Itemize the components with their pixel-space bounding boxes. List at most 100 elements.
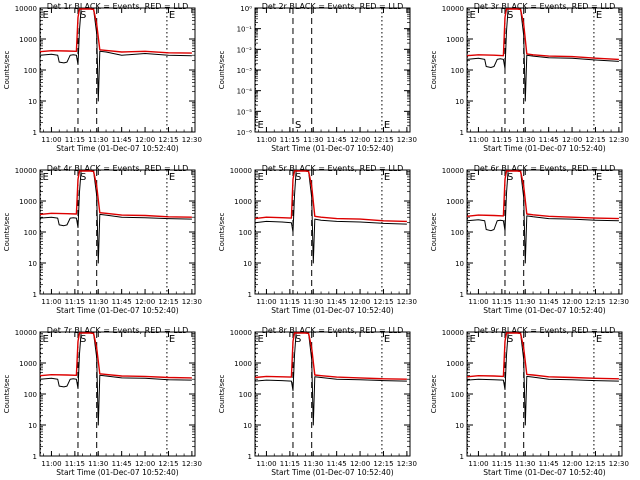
- chart-title: Det 9r BLACK = Events, RED = LLD: [474, 326, 616, 335]
- x-tick-label: 11:15: [280, 460, 300, 468]
- y-tick-label: 1000: [19, 198, 37, 206]
- y-axis-label: Counts/sec: [3, 213, 11, 252]
- x-axis-label: Start Time (01-Dec-07 10:52:40): [271, 144, 393, 153]
- plot-frame: [254, 169, 411, 295]
- y-tick-label: 10000: [230, 329, 252, 337]
- x-tick-label: 11:00: [41, 298, 61, 306]
- x-tick-label: 12:15: [585, 136, 605, 144]
- y-tick-label: 100: [239, 229, 252, 237]
- x-tick-label: 12:00: [135, 298, 155, 306]
- x-tick-label: 11:00: [468, 460, 488, 468]
- marker-label: E: [596, 334, 602, 345]
- y-axis-label: Counts/sec: [218, 213, 226, 252]
- plot-frame: [39, 7, 196, 133]
- marker-label: E: [596, 172, 602, 183]
- chart-title: Det 8r BLACK = Events, RED = LLD: [262, 326, 404, 335]
- y-tick-label: 10000: [15, 167, 37, 175]
- chart-panel-4: Det 4r BLACK = Events, RED = LLD Counts/s…: [3, 164, 202, 315]
- events-series-line: [39, 8, 192, 102]
- y-tick-label: 10000: [442, 5, 464, 13]
- y-tick-label: 100: [451, 229, 464, 237]
- x-tick-label: 11:30: [515, 298, 535, 306]
- marker-label: E: [43, 172, 49, 183]
- x-tick-label: 12:30: [182, 460, 202, 468]
- chart-panel-2: Det 2r BLACK = Events, RED = LLD Counts/s…: [218, 2, 417, 153]
- y-tick-label: 1000: [234, 198, 252, 206]
- plot-frame: [39, 169, 196, 295]
- y-tick-label: 100: [24, 391, 37, 399]
- x-tick-label: 11:30: [303, 298, 323, 306]
- y-axis-label: Counts/sec: [218, 51, 226, 90]
- y-tick-label: 1: [460, 291, 464, 299]
- y-tick-label: 10: [455, 98, 464, 106]
- marker-label: E: [169, 334, 175, 345]
- x-tick-label: 11:00: [256, 460, 276, 468]
- x-tick-label: 12:15: [158, 460, 178, 468]
- marker-label: E: [258, 172, 264, 183]
- y-tick-label: 100: [239, 391, 252, 399]
- marker-label: E: [258, 120, 264, 131]
- y-tick-label: 1: [460, 129, 464, 137]
- marker-label: S: [295, 120, 301, 131]
- lld-series-line: [254, 332, 407, 380]
- marker-label: E: [470, 10, 476, 21]
- lld-series-line: [466, 170, 619, 220]
- x-tick-label: 12:30: [182, 298, 202, 306]
- x-tick-label: 12:00: [562, 460, 582, 468]
- y-tick-label: 10000: [230, 167, 252, 175]
- plot-frame: [466, 331, 623, 457]
- chart-title: Det 2r BLACK = Events, RED = LLD: [262, 2, 404, 11]
- y-axis-label: Counts/sec: [218, 375, 226, 414]
- marker-label: S: [80, 334, 86, 345]
- y-tick-label: 1000: [19, 360, 37, 368]
- y-tick-label: 10000: [442, 329, 464, 337]
- x-axis-label: Start Time (01-Dec-07 10:52:40): [271, 468, 393, 477]
- x-tick-label: 11:15: [280, 136, 300, 144]
- y-tick-label: 10: [28, 260, 37, 268]
- y-tick-label: 100: [451, 391, 464, 399]
- y-tick-label: 1: [33, 129, 37, 137]
- y-tick-label: 10: [28, 422, 37, 430]
- chart-panel-7: Det 7r BLACK = Events, RED = LLD Counts/s…: [3, 326, 202, 477]
- marker-label: E: [384, 172, 390, 183]
- x-tick-label: 11:15: [492, 298, 512, 306]
- x-tick-label: 11:00: [41, 136, 61, 144]
- x-tick-label: 11:45: [539, 298, 559, 306]
- x-tick-label: 11:15: [492, 460, 512, 468]
- marker-label: S: [507, 172, 513, 183]
- x-axis-label: Start Time (01-Dec-07 10:52:40): [56, 144, 178, 153]
- events-series-line: [39, 332, 192, 426]
- y-tick-label: 10: [243, 260, 252, 268]
- x-tick-label: 11:30: [303, 460, 323, 468]
- marker-label: S: [507, 10, 513, 21]
- marker-label: S: [295, 334, 301, 345]
- y-tick-label: 10⁻¹: [237, 26, 253, 34]
- plot-frame: [39, 331, 196, 457]
- y-tick-label: 10000: [15, 329, 37, 337]
- x-tick-label: 11:45: [112, 136, 132, 144]
- marker-label: E: [169, 172, 175, 183]
- y-tick-label: 10⁻³: [237, 67, 253, 75]
- y-tick-label: 10000: [442, 167, 464, 175]
- x-axis-label: Start Time (01-Dec-07 10:52:40): [483, 468, 605, 477]
- y-tick-label: 1000: [234, 360, 252, 368]
- x-tick-label: 12:30: [397, 136, 417, 144]
- x-tick-label: 11:30: [515, 136, 535, 144]
- events-series-line: [466, 170, 619, 264]
- x-tick-label: 12:00: [135, 460, 155, 468]
- chart-title: Det 1r BLACK = Events, RED = LLD: [47, 2, 189, 11]
- lld-series-line: [39, 170, 192, 218]
- lld-series-line: [39, 332, 192, 379]
- lld-series-line: [39, 8, 192, 54]
- y-tick-label: 1000: [446, 198, 464, 206]
- chart-panel-8: Det 8r BLACK = Events, RED = LLD Counts/s…: [218, 326, 417, 477]
- y-tick-label: 100: [451, 67, 464, 75]
- y-tick-label: 10: [455, 260, 464, 268]
- x-tick-label: 12:15: [158, 298, 178, 306]
- y-tick-label: 1: [248, 453, 252, 461]
- lld-series-line: [466, 332, 619, 380]
- chart-panel-3: Det 3r BLACK = Events, RED = LLD Counts/s…: [430, 2, 629, 153]
- marker-label: S: [80, 172, 86, 183]
